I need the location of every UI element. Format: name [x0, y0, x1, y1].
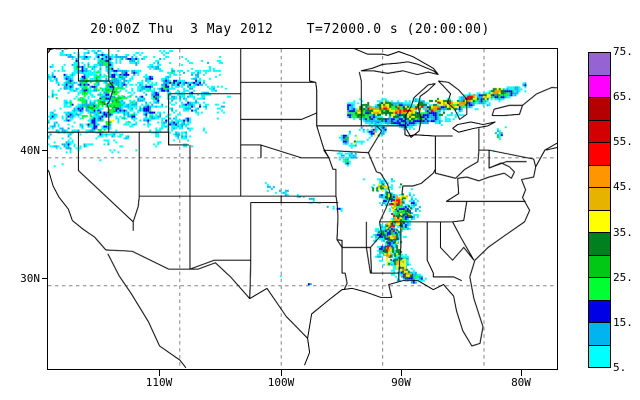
- colorbar-swatch-1: [589, 323, 610, 346]
- page-title: 20:00Z Thu 3 May 2012 T=72000.0 s (20:00…: [90, 22, 490, 37]
- reflectivity-colorbar[interactable]: [588, 52, 611, 368]
- colorbar-swatch-8: [589, 165, 610, 188]
- x-axis-label-110w: 110W: [145, 376, 173, 389]
- x-axis-label-80w: 80W: [511, 376, 531, 389]
- y-axis-label-40n: 40N: [20, 144, 40, 157]
- x-tick-110w: [159, 370, 160, 376]
- colorbar-swatch-10: [589, 120, 610, 143]
- x-axis-label-90w: 90W: [391, 376, 411, 389]
- colorbar-swatch-4: [589, 255, 610, 278]
- colorbar-swatch-9: [589, 143, 610, 166]
- x-tick-90w: [401, 370, 402, 376]
- colorbar-label-55: 55.: [613, 135, 633, 149]
- x-tick-100w: [281, 370, 282, 376]
- x-axis-label-100w: 100W: [267, 376, 295, 389]
- colorbar-tick-labels: 5. 15. 25. 35. 45. 55. 65. 75.: [613, 46, 640, 373]
- colorbar-swatch-6: [589, 210, 610, 233]
- y-tick-40n: [42, 150, 48, 151]
- colorbar-swatch-3: [589, 278, 610, 301]
- map-plot-area[interactable]: [47, 48, 558, 370]
- colorbar-label-15: 15.: [613, 315, 633, 329]
- colorbar-swatch-13: [589, 53, 610, 76]
- x-tick-80w: [521, 370, 522, 376]
- colorbar-label-65: 65.: [613, 90, 633, 104]
- colorbar-label-5: 5.: [613, 361, 627, 374]
- colorbar-label-35: 35.: [613, 225, 633, 239]
- y-axis-label-30n: 30N: [20, 272, 40, 285]
- colorbar-swatch-7: [589, 188, 610, 211]
- colorbar-label-45: 45.: [613, 180, 633, 194]
- colorbar-swatch-0: [589, 345, 610, 367]
- colorbar-swatch-12: [589, 75, 610, 98]
- y-tick-30n: [42, 278, 48, 279]
- colorbar-swatch-2: [589, 300, 610, 323]
- colorbar-label-25: 25.: [613, 270, 633, 284]
- radar-reflectivity-canvas: [48, 49, 557, 369]
- colorbar-label-75: 75.: [613, 45, 633, 58]
- colorbar-swatch-5: [589, 233, 610, 256]
- colorbar-swatch-11: [589, 98, 610, 121]
